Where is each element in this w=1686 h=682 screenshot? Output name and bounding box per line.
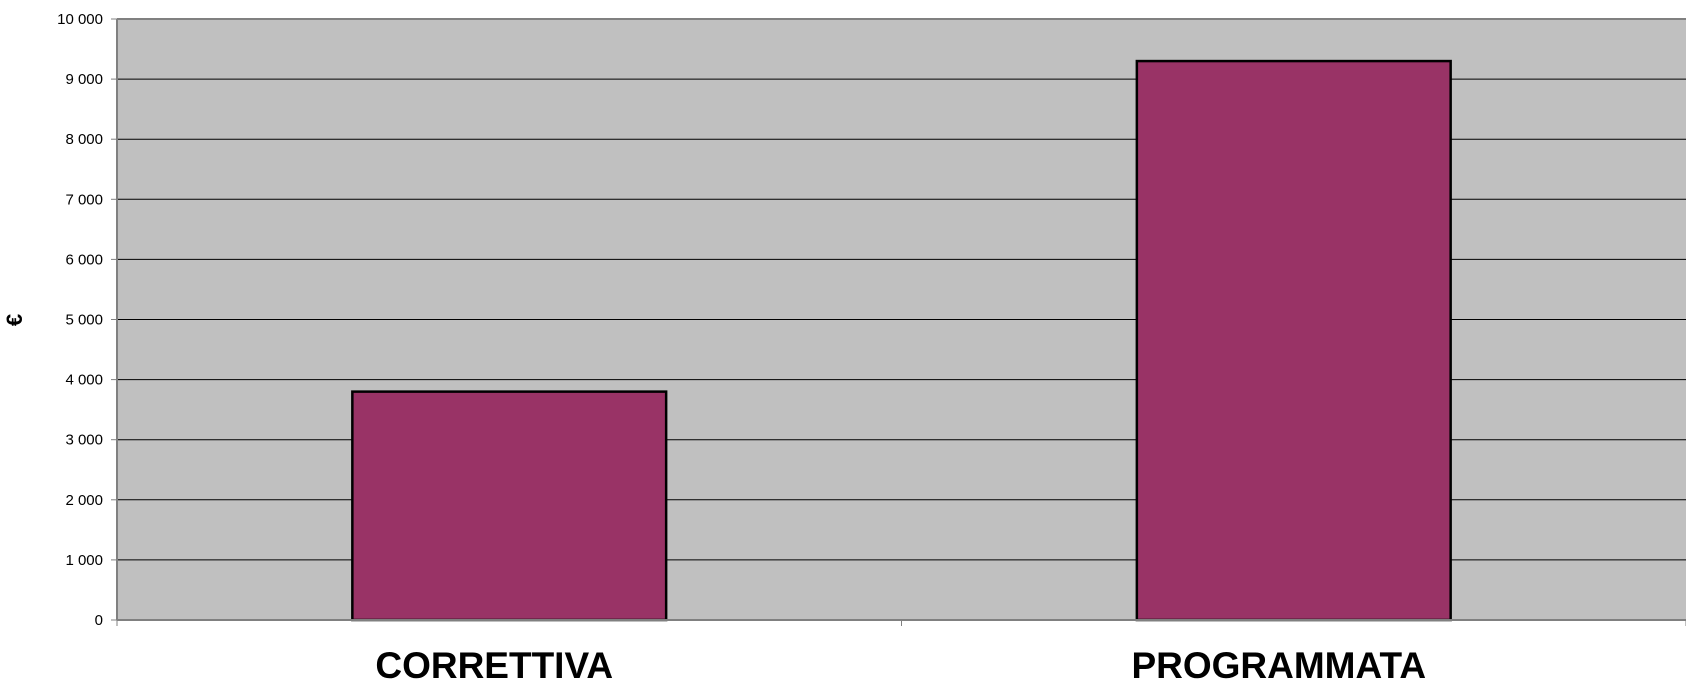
y-tick-label: 0 [95, 612, 103, 629]
bar-correttiva [351, 390, 668, 622]
y-tick-label: 2 000 [65, 492, 103, 509]
y-tick-label: 1 000 [65, 552, 103, 569]
x-axis-labels: CORRETTIVA PROGRAMMATA [375, 645, 1426, 682]
bars [351, 59, 1452, 622]
y-tick-label: 7 000 [65, 191, 103, 208]
x-category-label: CORRETTIVA [375, 645, 613, 682]
y-axis-ticks: 0 1 000 2 000 3 000 4 000 5 000 6 000 7 000 8 00… [57, 11, 117, 629]
y-tick-label: 5 000 [65, 312, 103, 329]
y-tick-label: 10 000 [57, 11, 103, 28]
y-tick-label: 8 000 [65, 131, 103, 148]
axes [116, 18, 1686, 626]
x-category-label: PROGRAMMATA [1131, 645, 1426, 682]
y-axis-label: € [2, 314, 27, 326]
y-tick-label: 9 000 [65, 71, 103, 88]
y-tick-label: 6 000 [65, 251, 103, 268]
y-tick-label: 3 000 [65, 432, 103, 449]
y-tick-label: 4 000 [65, 372, 103, 389]
bar-programmata [1135, 59, 1452, 622]
